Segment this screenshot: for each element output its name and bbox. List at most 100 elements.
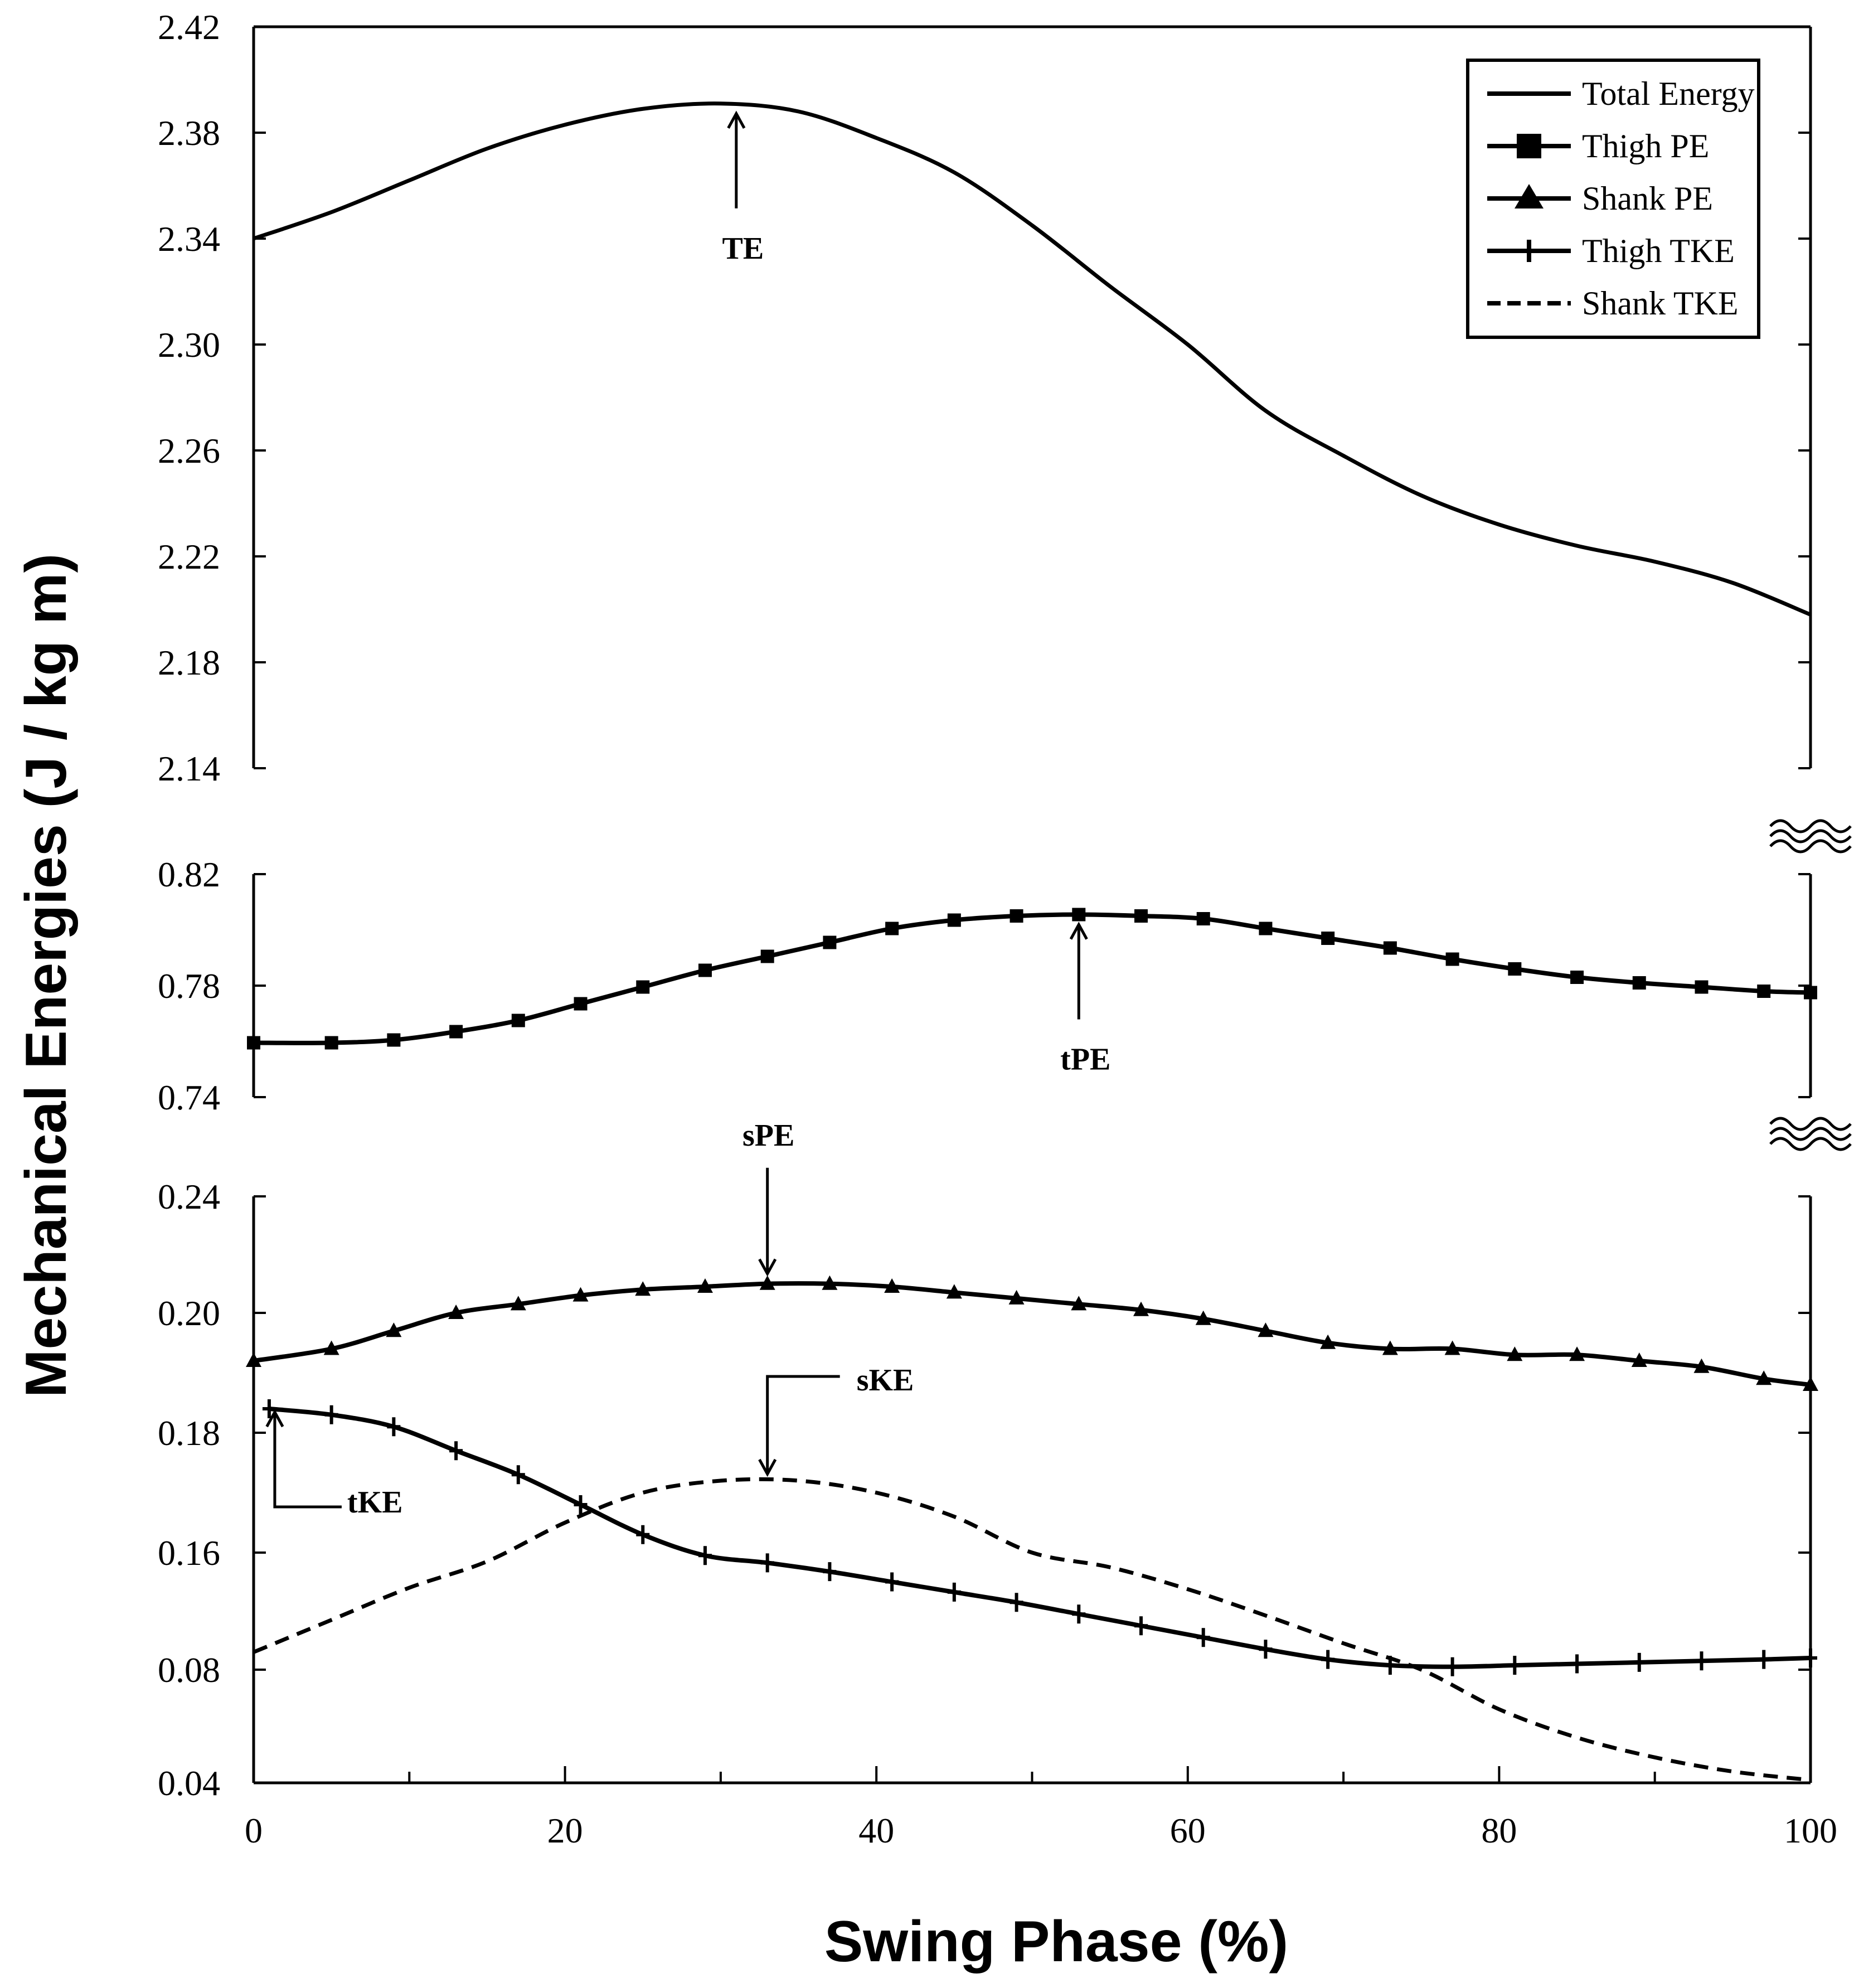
- marker-square: [1757, 985, 1771, 998]
- marker-square: [449, 1025, 463, 1039]
- marker-plus: [1570, 1654, 1584, 1674]
- y-axis-title: Mechanical Energies (J / kg m): [14, 554, 79, 1398]
- marker-triangle: [1693, 1358, 1710, 1373]
- y-tick-label: 0.20: [158, 1293, 220, 1333]
- marker-square: [1196, 912, 1210, 925]
- y-tick-label: 0.08: [158, 1650, 220, 1690]
- marker-square: [1009, 909, 1023, 923]
- y-tick-label: 0.78: [158, 966, 220, 1006]
- marker-triangle: [323, 1340, 339, 1355]
- marker-triangle: [946, 1284, 962, 1299]
- series-line: [253, 101, 1812, 617]
- y-tick-label: 2.34: [158, 219, 220, 259]
- legend-entries: Total Energy Thigh PE Shank PE Thigh TKE Sha…: [1487, 75, 1755, 322]
- axis-break-2: [1769, 1117, 1852, 1151]
- marker-plus: [449, 1441, 463, 1461]
- marker-triangle: [1631, 1352, 1647, 1367]
- marker-plus: [698, 1546, 712, 1565]
- marker-plus: [1804, 1648, 1817, 1667]
- series-line: [253, 1477, 1811, 1782]
- marker-plus: [1445, 1657, 1459, 1676]
- marker-plus: [947, 1582, 961, 1602]
- marker-square: [1383, 941, 1397, 955]
- marker-triangle: [884, 1278, 900, 1293]
- legend-marker: [1517, 134, 1541, 158]
- legend-entry-thigh-pe: Thigh PE: [1487, 128, 1709, 164]
- x-tick-label: 60: [1170, 1811, 1206, 1850]
- marker-square: [1445, 952, 1459, 966]
- legend-entry-shank-tke: Shank TKE: [1487, 285, 1739, 322]
- marker-plus: [1134, 1616, 1148, 1636]
- marker-square: [387, 1033, 401, 1047]
- marker-triangle: [1258, 1322, 1274, 1337]
- marker-triangle: [1382, 1340, 1398, 1355]
- marker-plus: [1321, 1650, 1335, 1669]
- y-tick-label: 2.38: [158, 113, 220, 153]
- marker-plus: [1695, 1651, 1709, 1671]
- annotation-te: TE: [722, 110, 764, 266]
- marker-triangle: [572, 1287, 589, 1302]
- marker-triangle: [1133, 1301, 1149, 1316]
- series-layer: [246, 101, 1818, 1782]
- y-tick-label: 2.22: [158, 537, 220, 576]
- y-tick-label: 0.04: [158, 1763, 220, 1803]
- legend-label: Shank PE: [1582, 180, 1713, 217]
- series-total-energy: [253, 101, 1812, 617]
- marker-square: [324, 1036, 338, 1050]
- x-axis: 0 20 40 60 80 100: [245, 1766, 1837, 1850]
- series-thigh-pe: [247, 908, 1817, 1050]
- marker-square: [247, 1036, 260, 1050]
- axis-break-1: [1769, 819, 1852, 854]
- series-line: [253, 1281, 1811, 1387]
- marker-plus: [1009, 1593, 1023, 1612]
- legend-label: Thigh TKE: [1582, 232, 1735, 269]
- legend-entry-thigh-tke: Thigh TKE: [1487, 232, 1735, 269]
- marker-plus: [1259, 1640, 1273, 1659]
- annotation-label: sKE: [857, 1363, 914, 1398]
- marker-plus: [1632, 1652, 1646, 1672]
- marker-triangle: [448, 1305, 464, 1319]
- marker-square: [1804, 986, 1817, 1000]
- marker-triangle: [1444, 1340, 1460, 1355]
- y-tick-label: 2.26: [158, 431, 220, 471]
- marker-triangle: [1756, 1370, 1772, 1385]
- marker-plus: [636, 1525, 650, 1544]
- marker-triangle: [759, 1275, 775, 1290]
- annotation-layer: TE tPE sPE sKE tKE: [265, 110, 1110, 1520]
- annotation-tpe: tPE: [1060, 922, 1110, 1077]
- annotation-tke: tKE: [265, 1409, 403, 1520]
- annotation-ske: sKE: [758, 1363, 914, 1477]
- panel-middle: 0.82 0.78 0.74: [158, 855, 1812, 1117]
- marker-plus: [1196, 1628, 1210, 1647]
- marker-triangle: [1008, 1289, 1025, 1305]
- annotation-spe: sPE: [742, 1118, 794, 1277]
- marker-plus: [324, 1405, 338, 1424]
- annotation-label: sPE: [742, 1118, 794, 1153]
- marker-square: [1072, 908, 1086, 922]
- marker-plus: [574, 1495, 588, 1514]
- marker-plus: [387, 1417, 401, 1437]
- annotation-label: tKE: [347, 1485, 403, 1520]
- marker-triangle: [510, 1296, 526, 1311]
- marker-plus: [885, 1572, 899, 1592]
- marker-plus: [1757, 1650, 1771, 1669]
- x-tick-label: 20: [547, 1811, 583, 1850]
- marker-square: [885, 922, 899, 935]
- marker-triangle: [822, 1275, 838, 1290]
- marker-square: [1508, 962, 1522, 976]
- marker-plus: [1508, 1656, 1522, 1675]
- series-thigh-tke: [262, 1399, 1817, 1676]
- marker-triangle: [1803, 1376, 1818, 1391]
- y-tick-label: 0.74: [158, 1078, 220, 1117]
- axes-layer: 2.42 2.38 2.34 2.30 2.26 2.22 2.18 2.14 0.82 0.78…: [158, 7, 1852, 1850]
- x-tick-label: 100: [1784, 1811, 1837, 1850]
- marker-triangle: [635, 1281, 651, 1296]
- series-shank-tke: [253, 1477, 1811, 1782]
- legend-label: Shank TKE: [1582, 285, 1739, 322]
- marker-square: [511, 1014, 525, 1027]
- x-tick-label: 80: [1481, 1811, 1517, 1850]
- marker-triangle: [1320, 1334, 1336, 1349]
- marker-square: [1695, 980, 1709, 994]
- annotation-label: tPE: [1060, 1043, 1110, 1077]
